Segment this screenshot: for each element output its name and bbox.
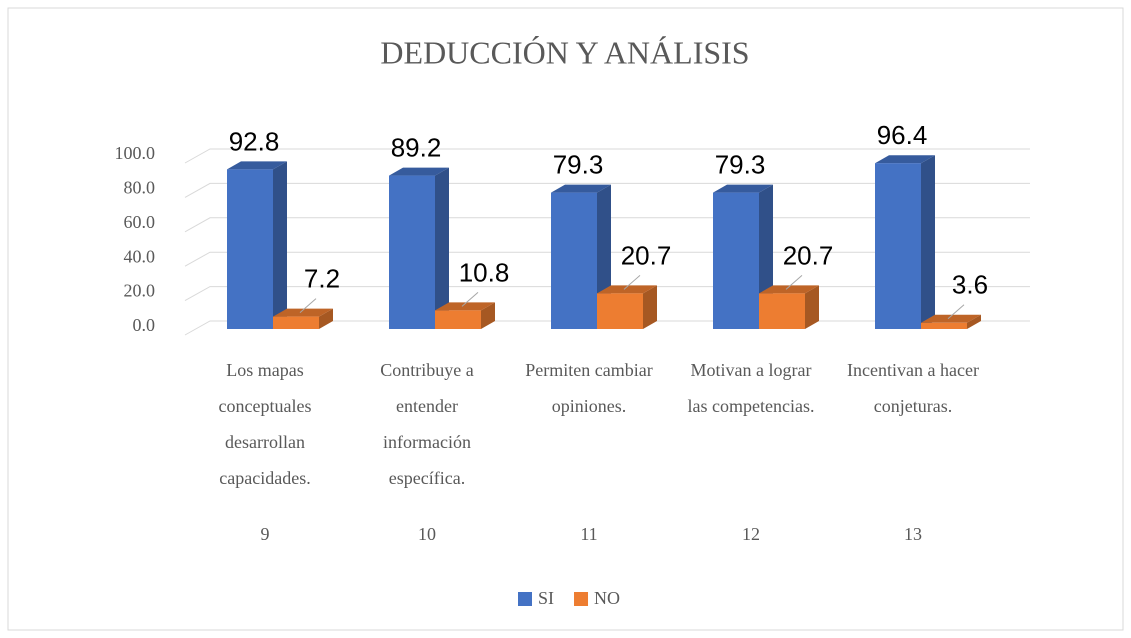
label-leader — [785, 275, 803, 290]
bar-front — [875, 163, 921, 329]
legend-label: SI — [538, 588, 554, 608]
bar — [227, 161, 287, 329]
x-tick-label: Permiten cambiar opiniones. — [525, 360, 653, 416]
x-tick-label-box: Incentivan a hacer conjeturas. — [847, 360, 979, 416]
bar-front — [551, 192, 597, 329]
legend-label: NO — [594, 588, 620, 608]
data-label: 20.7 — [621, 240, 672, 270]
grid-line — [184, 148, 1030, 164]
y-tick-label: 80.0 — [124, 178, 156, 198]
bar-front — [713, 192, 759, 329]
x-group-label: 12 — [742, 524, 760, 544]
data-label: 92.8 — [229, 126, 280, 156]
x-tick-label-box: Contribuye a entender información especí… — [380, 360, 474, 488]
bar-side — [921, 155, 935, 329]
legend-swatch — [574, 592, 589, 606]
grid-line — [184, 182, 1030, 198]
bar-front — [759, 293, 805, 329]
data-label: 96.4 — [877, 120, 928, 150]
label-leader — [623, 275, 641, 290]
bar-top — [875, 155, 935, 164]
label-leader — [461, 292, 479, 307]
x-tick-label: Los mapas conceptuales desarrollan capac… — [218, 360, 312, 488]
bar — [713, 184, 773, 329]
bar-front — [435, 310, 481, 329]
y-tick-label: 60.0 — [124, 212, 156, 232]
y-tick-label: 0.0 — [133, 315, 156, 335]
x-tick-label: Motivan a lograr las competencias. — [687, 360, 815, 416]
bar-front — [597, 293, 643, 329]
y-tick-label: 20.0 — [124, 281, 156, 301]
bar-side — [967, 314, 981, 329]
data-label: 10.8 — [459, 257, 510, 287]
legend-swatch — [518, 592, 532, 606]
label-leader — [947, 304, 965, 320]
bar-top — [435, 302, 495, 311]
data-label: 20.7 — [783, 240, 834, 270]
bar-side — [435, 167, 449, 329]
bar — [435, 302, 495, 329]
data-label: 79.3 — [553, 149, 604, 179]
bar-top — [551, 184, 611, 193]
bar-side — [319, 308, 333, 329]
bar-side — [273, 161, 287, 329]
x-group-label: 10 — [418, 524, 436, 544]
x-group-label: 9 — [261, 524, 270, 544]
x-tick-label: Contribuye a entender información especí… — [380, 360, 474, 488]
bar-front — [273, 316, 319, 329]
x-tick-label: Incentivan a hacer conjeturas. — [847, 360, 979, 416]
x-group-label: 13 — [904, 524, 922, 544]
x-tick-label-box: Permiten cambiar opiniones. — [525, 360, 653, 416]
bar-top — [921, 314, 981, 323]
data-label: 3.6 — [952, 270, 988, 300]
chart-title: DEDUCCIÓN Y ANÁLISIS — [380, 34, 749, 70]
bar — [921, 314, 981, 329]
bar-front — [227, 169, 273, 329]
x-group-label: 11 — [580, 524, 597, 544]
data-label: 79.3 — [715, 149, 766, 179]
bar-top — [759, 285, 819, 294]
bar-top — [389, 167, 449, 176]
bar-top — [713, 184, 773, 193]
bar-side — [481, 302, 495, 329]
x-tick-label-box: Motivan a lograr las competencias. — [687, 360, 815, 416]
bar-side — [805, 285, 819, 329]
x-tick-label-box: Los mapas conceptuales desarrollan capac… — [218, 360, 312, 488]
bar-top — [597, 285, 657, 294]
bar — [389, 167, 449, 329]
bar — [597, 285, 657, 329]
y-tick-label: 40.0 — [124, 246, 156, 266]
data-label: 7.2 — [304, 263, 340, 293]
bar-front — [389, 175, 435, 329]
bar-top — [273, 308, 333, 317]
bar — [875, 155, 935, 329]
label-leader — [299, 298, 317, 313]
bar-front — [921, 322, 967, 329]
bar-side — [643, 285, 657, 329]
bar — [759, 285, 819, 329]
bar-top — [227, 161, 287, 170]
y-tick-label: 100.0 — [115, 143, 156, 163]
bar — [273, 308, 333, 329]
data-label: 89.2 — [391, 132, 442, 162]
